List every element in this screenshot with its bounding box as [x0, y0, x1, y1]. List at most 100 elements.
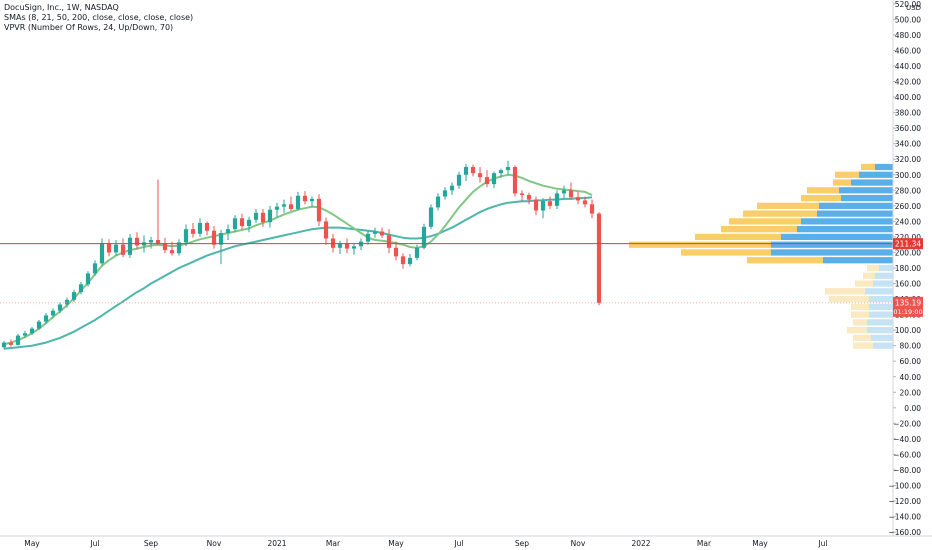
candle-body [379, 231, 385, 236]
candle-up [428, 204, 434, 230]
candle-body [288, 204, 294, 209]
candle-up [505, 160, 511, 175]
candle-body [519, 193, 525, 195]
candle-body [267, 209, 273, 223]
candle-body [106, 243, 112, 253]
candle-up [225, 224, 231, 241]
price-tick-label: 260.00 [895, 202, 921, 211]
candle-body [253, 212, 259, 220]
candle-up [218, 229, 224, 265]
candle-body [484, 177, 490, 185]
candle-body [533, 199, 539, 211]
candle-body [295, 195, 301, 209]
poc-price-text: 211.34 [895, 240, 921, 249]
candle-body [43, 315, 49, 322]
candle-up [372, 227, 378, 238]
candle-body [323, 221, 329, 239]
candle-down [393, 241, 399, 261]
vp-up-bar [867, 264, 879, 272]
candle-up [50, 308, 56, 319]
candle-body [400, 256, 406, 265]
candle-body [302, 195, 308, 202]
vp-down-bar [771, 249, 893, 256]
candle-body [407, 257, 413, 265]
vp-up-bar [861, 163, 875, 171]
candle-body [365, 233, 371, 242]
price-tick-label: 20.00 [900, 388, 922, 397]
vp-down-bar [865, 288, 893, 295]
candle-down [526, 192, 532, 205]
candle-down [344, 238, 350, 254]
candle-body [372, 231, 378, 234]
price-tick-label: 200.00 [895, 248, 921, 257]
candle-body [435, 196, 441, 208]
candle-body [561, 190, 567, 194]
candle-up [456, 171, 462, 189]
candle-down [120, 238, 126, 258]
candle-body [127, 237, 133, 255]
vpvr-indicator-label[interactable]: VPVR (Number Of Rows, 24, Up/Down, 70) [4, 23, 174, 32]
time-tick-label: May [752, 539, 768, 548]
price-tick-label: 60.00 [900, 357, 922, 366]
candle-up [421, 223, 427, 250]
vp-up-bar [757, 202, 819, 209]
vp-down-bar [851, 179, 893, 186]
price-tick-label: −160.00 [888, 528, 921, 537]
price-tick-label: 40.00 [900, 373, 922, 382]
candle-down [162, 237, 168, 254]
candle-up [554, 190, 560, 209]
time-tick-label: Jul [453, 539, 463, 548]
candle-body [162, 243, 168, 251]
price-tick-label: 280.00 [895, 186, 921, 195]
candle-down [484, 170, 490, 188]
price-tick-label: −120.00 [888, 497, 921, 506]
candle-body [218, 233, 224, 245]
candle-body [232, 218, 238, 230]
time-axis[interactable]: May Jul Sep Nov 2021 Mar May Jul Sep Nov 2022 Mar Ma… [0, 535, 932, 548]
candle-down [477, 167, 483, 183]
candle-body [470, 167, 476, 174]
candle-up [15, 334, 21, 346]
vp-up-bar [801, 194, 841, 202]
candle-down [512, 165, 518, 197]
candle-body [36, 321, 42, 329]
sma-indicator-label[interactable]: SMAs (8, 21, 50, 200, close, close, clos… [4, 13, 194, 22]
volume-profile [629, 163, 893, 349]
candle-down [106, 239, 112, 257]
vp-down-bar [823, 257, 893, 264]
candle-body [64, 299, 70, 305]
time-tick-label: 2022 [631, 539, 650, 548]
candle-body [85, 273, 91, 285]
candle-down [519, 190, 525, 202]
candle-down [568, 182, 574, 200]
vp-down-bar [867, 327, 893, 334]
last-price-text: 135.19 [895, 298, 921, 307]
vp-up-bar [851, 303, 869, 310]
vp-down-bar [879, 264, 893, 272]
candle-up [113, 240, 119, 256]
candle-down [260, 208, 266, 227]
candle-up [561, 185, 567, 199]
candle-up [57, 302, 63, 314]
candle-body [120, 244, 126, 255]
candle-body [176, 242, 182, 254]
candle-down [302, 191, 308, 205]
candle-body [148, 240, 154, 243]
candle-up [491, 171, 497, 188]
candle-down [596, 212, 602, 306]
candle-body [239, 218, 245, 227]
price-lines [0, 243, 893, 304]
price-axis[interactable]: 520.00 500.00 480.00 460.00 440.00 420.00 400.… [888, 0, 921, 537]
candle-up [197, 218, 203, 237]
symbol-title[interactable]: DocuSign, Inc., 1W, NASDAQ [4, 3, 119, 12]
vp-down-bar [817, 210, 893, 217]
candle-up [85, 271, 91, 287]
candle-body [99, 243, 105, 264]
candle-body [428, 207, 434, 227]
currency-label: USD [906, 4, 921, 12]
candle-body [393, 247, 399, 257]
price-tick-label: 360.00 [895, 124, 921, 133]
candle-up [232, 215, 238, 233]
candle-body [15, 335, 21, 345]
